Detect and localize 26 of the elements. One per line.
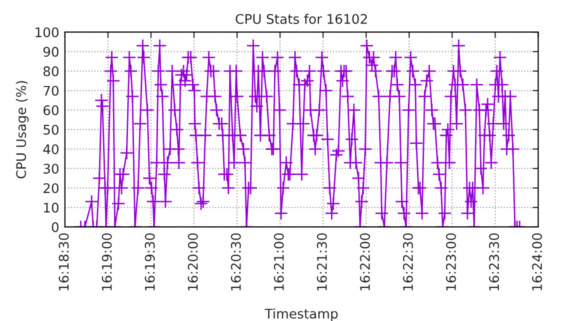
- y-tick-label: 70: [44, 86, 59, 96]
- y-tick-label: 60: [44, 105, 59, 116]
- chart-title: CPU Stats for 16102: [236, 14, 367, 24]
- y-tick-label: 50: [44, 124, 59, 135]
- y-tick-label: 0: [52, 222, 59, 232]
- x-tick-label: 16:20:30: [230, 233, 241, 290]
- x-tick-label: 16:21:00: [274, 233, 284, 290]
- y-axis-title: CPU Usage (%): [16, 81, 29, 178]
- x-axis-title: Timestamp: [264, 308, 338, 321]
- x-tick-label: 16:23:30: [489, 233, 500, 290]
- x-tick-label: 16:21:30: [316, 233, 327, 290]
- x-tick-label: 16:19:30: [144, 233, 155, 290]
- x-tick-label: 16:22:00: [360, 233, 370, 290]
- x-tick-label: 16:23:00: [446, 233, 456, 290]
- y-tick-label: 20: [44, 183, 59, 194]
- y-tick-label: 40: [43, 144, 59, 154]
- x-tick-label: 16:22:30: [402, 233, 413, 290]
- x-tick-label: 16:20:00: [188, 233, 198, 290]
- y-tick-label: 10: [44, 202, 59, 213]
- y-tick-label: 100: [36, 27, 59, 38]
- x-tick-label: 16:19:00: [102, 233, 112, 290]
- x-tick-label: 16:18:30: [58, 233, 69, 290]
- x-tick-label: 16:24:00: [532, 233, 542, 290]
- y-tick-label: 30: [44, 164, 59, 174]
- y-tick-label: 90: [43, 46, 59, 57]
- y-tick-label: 80: [43, 66, 59, 76]
